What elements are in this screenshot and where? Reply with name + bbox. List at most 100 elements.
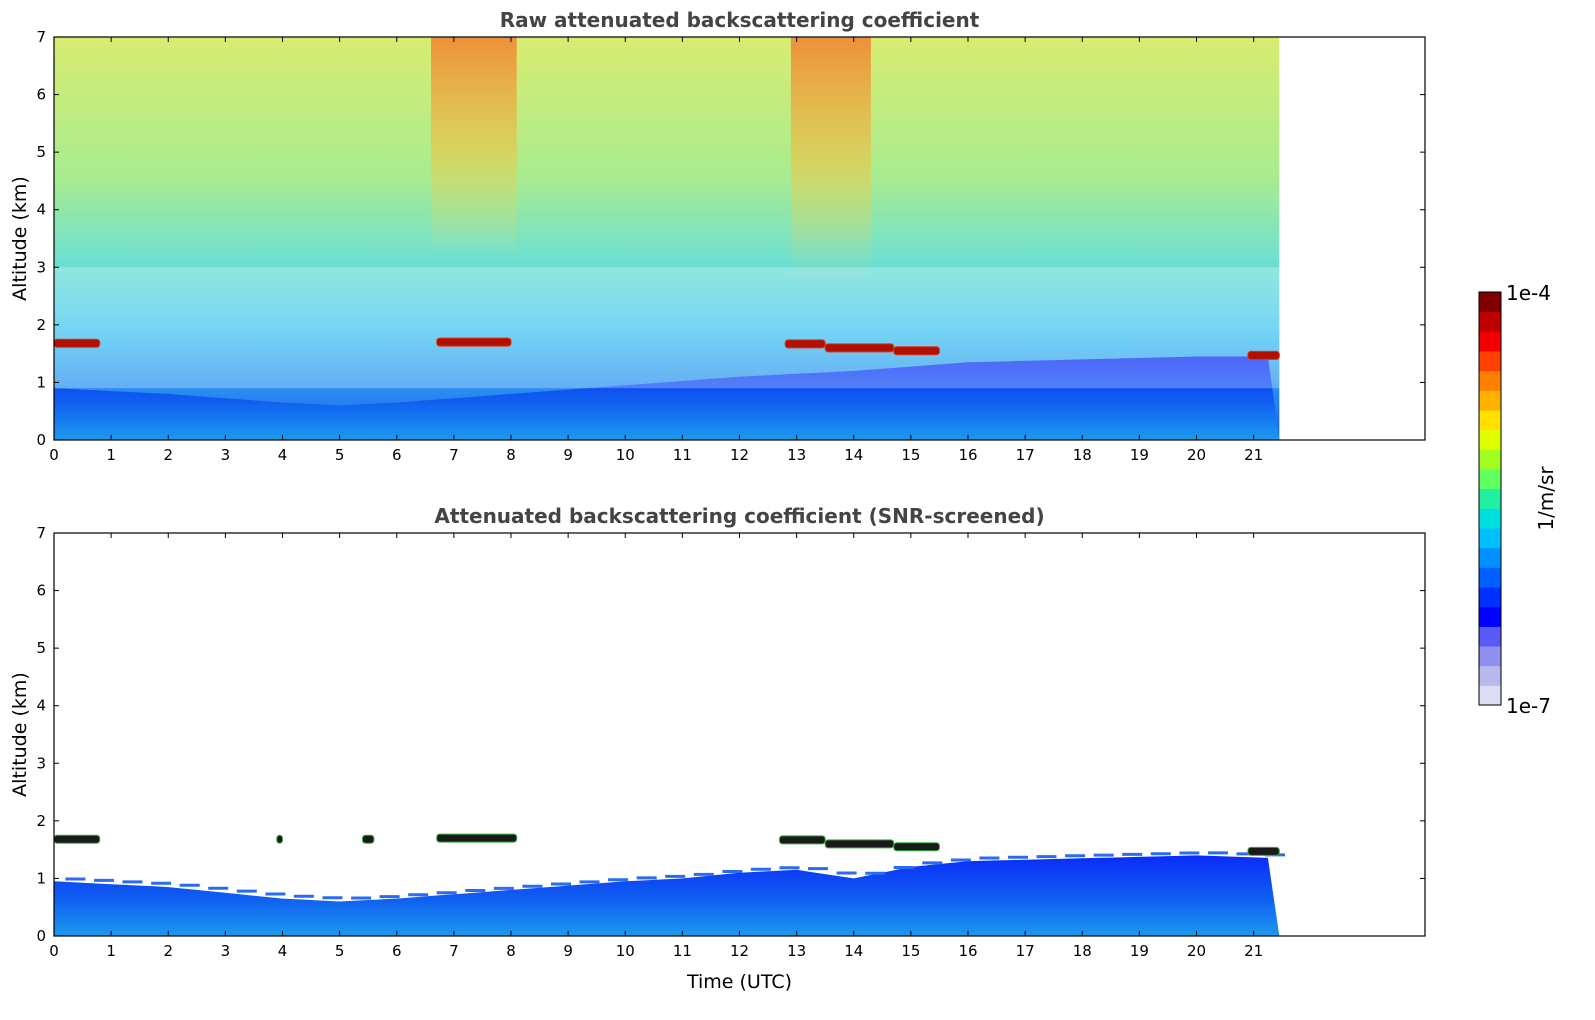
x-tick-label: 9 (563, 942, 573, 960)
colorbar-swatch (1479, 665, 1501, 686)
y-tick-label: 1 (36, 869, 46, 887)
colorbar-swatch (1479, 370, 1501, 391)
colorbar-swatch (1479, 587, 1501, 608)
x-tick-label: 2 (163, 446, 173, 464)
x-tick-label: 7 (449, 942, 459, 960)
sparse-band (54, 267, 1280, 389)
colorbar-swatch (1479, 469, 1501, 490)
x-tick-label: 14 (844, 446, 863, 464)
x-tick-label: 15 (901, 446, 920, 464)
cloud-layer (1247, 846, 1280, 856)
x-tick-label: 8 (506, 446, 516, 464)
x-tick-label: 9 (563, 446, 573, 464)
colorbar-swatch (1479, 429, 1501, 450)
y-axis-label: Altitude (km) (9, 672, 31, 797)
cloud-layers (53, 833, 1280, 856)
boundary-layer (54, 855, 1280, 936)
x-axis-label: Time (UTC) (686, 971, 792, 993)
cloud-layer (778, 835, 826, 845)
x-tick-label: 21 (1244, 942, 1263, 960)
colorbar-swatch (1479, 390, 1501, 411)
x-tick-label: 17 (1016, 446, 1035, 464)
y-tick-label: 2 (36, 812, 46, 830)
x-ticks: 0 1 2 3 4 5 6 7 8 9 10 11 12 13 14 15 16 17 18 19 20 21 (49, 37, 1263, 464)
x-tick-label: 1 (106, 942, 116, 960)
cloud-layers (53, 337, 1280, 360)
x-tick-label: 14 (844, 942, 863, 960)
colorbar-swatch (1479, 508, 1501, 529)
colorbar-max-label: 1e-4 (1506, 281, 1551, 305)
x-tick-label: 3 (221, 942, 231, 960)
cloud-layer (436, 833, 518, 843)
colorbar-swatch (1479, 567, 1501, 588)
x-tick-label: 19 (1130, 942, 1149, 960)
colorbar-frame (1478, 291, 1502, 706)
y-tick-label: 6 (36, 86, 46, 104)
cloud-layer (53, 834, 101, 844)
colorbar-swatch (1479, 626, 1501, 647)
chart-title: Raw attenuated backscattering coefficien… (500, 8, 980, 32)
y-tick-label: 1 (36, 373, 46, 391)
y-tick-label: 2 (36, 316, 46, 334)
colorbar-swatch (1479, 331, 1501, 352)
x-tick-label: 12 (730, 446, 749, 464)
colorbar-swatch (1479, 351, 1501, 372)
colorbar-swatch (1479, 410, 1501, 431)
y-tick-label: 7 (36, 524, 46, 542)
x-tick-label: 7 (449, 446, 459, 464)
y-tick-label: 0 (36, 431, 46, 449)
colorbar-swatch (1479, 606, 1501, 627)
x-tick-label: 15 (901, 942, 920, 960)
colorbar-min-label: 1e-7 (1506, 694, 1551, 718)
x-tick-label: 16 (958, 942, 977, 960)
y-ticks: 0 1 2 3 4 5 6 7 (36, 524, 1425, 945)
x-tick-label: 6 (392, 942, 402, 960)
aerosol-fragments (65, 851, 1285, 900)
colorbar-swatch (1479, 488, 1501, 509)
y-tick-label: 3 (36, 754, 46, 772)
x-tick-label: 10 (616, 446, 635, 464)
x-tick-label: 20 (1187, 446, 1206, 464)
x-tick-label: 18 (1073, 446, 1092, 464)
cloud-layer (824, 343, 895, 353)
x-tick-label: 17 (1016, 942, 1035, 960)
x-tick-label: 10 (616, 942, 635, 960)
panel-raw-backscatter: Raw attenuated backscattering coefficien… (9, 8, 1426, 464)
colorbar-unit-label: 1/m/sr (1534, 466, 1558, 531)
x-tick-label: 1 (106, 446, 116, 464)
y-tick-label: 4 (36, 697, 46, 715)
x-tick-label: 5 (335, 942, 345, 960)
colorbar-swatch (1479, 311, 1501, 332)
x-tick-label: 13 (787, 446, 806, 464)
panel-snr-screened: Attenuated backscattering coefficient (S… (9, 504, 1426, 993)
x-tick-label: 3 (221, 446, 231, 464)
colorbar: 1e-4 1e-7 1/m/sr (1478, 281, 1558, 718)
x-tick-label: 5 (335, 446, 345, 464)
y-axis-label: Altitude (km) (9, 176, 31, 301)
x-tick-label: 12 (730, 942, 749, 960)
cloud-layer (276, 834, 284, 844)
y-tick-label: 5 (36, 639, 46, 657)
cloud-layer (893, 346, 940, 356)
x-tick-label: 6 (392, 446, 402, 464)
x-tick-label: 8 (506, 942, 516, 960)
colorbar-swatch (1479, 685, 1501, 706)
x-tick-label: 19 (1130, 446, 1149, 464)
x-tick-label: 21 (1244, 446, 1263, 464)
x-tick-label: 4 (278, 942, 288, 960)
chart-title: Attenuated backscattering coefficient (S… (434, 504, 1044, 528)
x-tick-label: 18 (1073, 942, 1092, 960)
heatmap-raster (54, 37, 1280, 440)
x-tick-label: 11 (673, 942, 692, 960)
colorbar-swatch (1479, 292, 1501, 313)
y-tick-label: 3 (36, 258, 46, 276)
x-tick-label: 2 (163, 942, 173, 960)
cloud-layer (784, 339, 826, 349)
colorbar-swatches (1479, 292, 1501, 706)
warm-column (790, 37, 871, 279)
x-tick-label: 16 (958, 446, 977, 464)
y-tick-label: 6 (36, 582, 46, 600)
x-tick-label: 4 (278, 446, 288, 464)
x-tick-label: 0 (49, 446, 59, 464)
